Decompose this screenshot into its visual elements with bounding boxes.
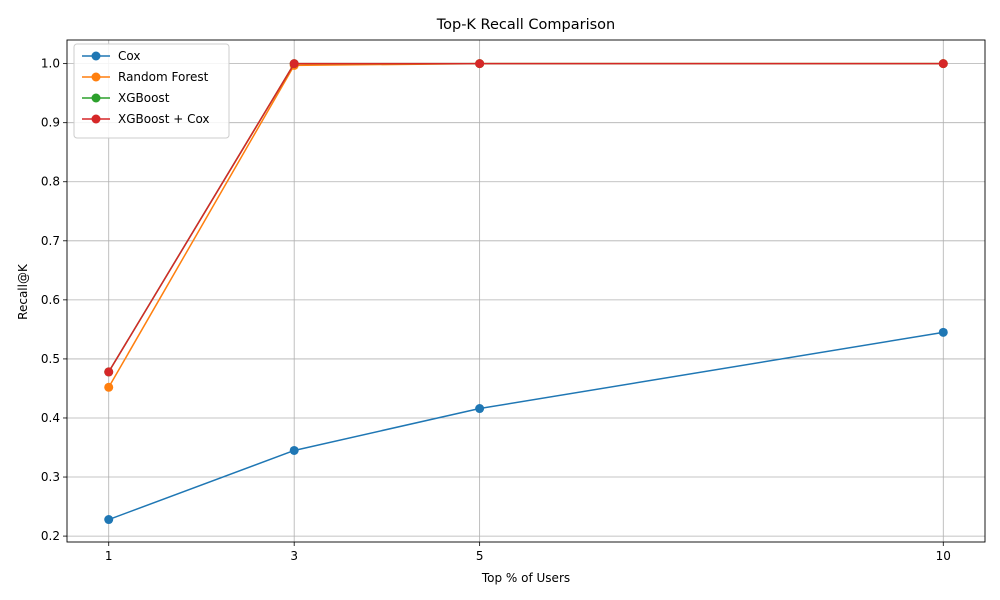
- y-tick-label: 1.0: [41, 57, 60, 71]
- series-line-xgboost-cox: [108, 62, 944, 373]
- x-tick-label: 10: [936, 549, 951, 563]
- data-point-xgboost-cox: [938, 59, 948, 69]
- y-tick-label: 0.7: [41, 234, 60, 248]
- y-tick-label: 0.6: [41, 293, 60, 307]
- legend-item: XGBoost + Cox: [82, 112, 210, 126]
- plot-frame: [66, 39, 986, 543]
- series-xgboost-cox: [104, 59, 948, 377]
- y-tick-label: 0.4: [41, 411, 60, 425]
- data-point-cox: [475, 404, 485, 414]
- chart-title: Top-K Recall Comparison: [436, 17, 616, 33]
- y-tick-label: 0.3: [41, 470, 60, 484]
- legend-label: Random Forest: [118, 70, 209, 84]
- data-point-cox: [938, 327, 948, 337]
- data-point-xgboost-cox: [289, 59, 299, 69]
- series-layer: [104, 59, 948, 525]
- legend-item: XGBoost: [82, 91, 170, 105]
- legend-marker: [91, 72, 101, 82]
- series-line-cox: [108, 331, 944, 521]
- grid: [67, 40, 985, 542]
- legend-marker: [91, 114, 101, 124]
- legend-label: Cox: [118, 49, 140, 63]
- data-point-xgboost-cox: [104, 367, 114, 377]
- legend-box: [73, 43, 230, 139]
- series-cox: [104, 327, 948, 525]
- legend-item: Random Forest: [82, 70, 209, 84]
- data-point-random-forest: [104, 382, 114, 392]
- legend-marker: [91, 51, 101, 61]
- y-tick-label: 0.9: [41, 116, 60, 130]
- x-axis-title: Top % of Users: [481, 571, 570, 585]
- legend-label: XGBoost: [118, 91, 170, 105]
- y-tick-label: 0.8: [41, 175, 60, 189]
- legend-marker: [91, 93, 101, 103]
- data-point-cox: [289, 445, 299, 455]
- x-axis: 1 3 5 10: [105, 542, 951, 563]
- y-tick-label: 0.2: [41, 529, 60, 543]
- data-point-cox: [104, 515, 114, 525]
- y-axis-title: Recall@K: [16, 263, 30, 320]
- x-tick-label: 3: [290, 549, 298, 563]
- y-tick-label: 0.5: [41, 352, 60, 366]
- legend: Cox Random Forest XGBoost XGBoost + Cox: [73, 43, 230, 139]
- legend-item: Cox: [82, 49, 140, 63]
- legend-label: XGBoost + Cox: [118, 112, 210, 126]
- data-point-xgboost-cox: [475, 59, 485, 69]
- y-axis: 0.2 0.3 0.4 0.5 0.6 0.7 0.8 0.9 1.0: [41, 57, 67, 543]
- x-tick-label: 5: [476, 549, 484, 563]
- x-tick-label: 1: [105, 549, 113, 563]
